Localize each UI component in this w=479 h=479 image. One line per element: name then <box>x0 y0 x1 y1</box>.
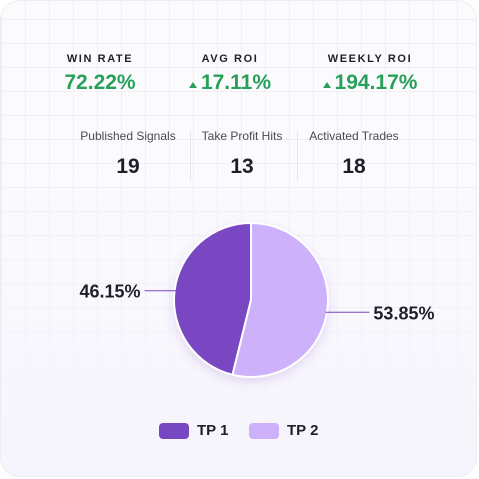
trend-up-icon <box>322 82 331 88</box>
weekly-roi-value: 194.17% <box>334 71 418 94</box>
win-rate-value-row: 72.22% <box>25 71 175 95</box>
win-rate-value: 72.22% <box>64 71 136 94</box>
tp1-legend-label: TP 1 <box>197 422 229 439</box>
slice-label-tp1: 46.15% <box>80 282 141 302</box>
avg-roi-kpi: AVG ROI 17.11% <box>155 53 305 95</box>
take-profit-hits-label: Take Profit Hits <box>201 129 283 143</box>
published-signals-label: Published Signals <box>80 129 176 143</box>
take-profit-hits-stat: Take Profit Hits 13 <box>182 129 302 179</box>
trend-up-icon <box>188 82 197 88</box>
tp2-swatch <box>249 422 279 439</box>
weekly-roi-value-row: 194.17% <box>295 71 445 95</box>
win-rate-kpi: WIN RATE 72.22% <box>25 53 175 95</box>
weekly-roi-kpi: WEEKLY ROI 194.17% <box>295 53 445 95</box>
divider <box>297 131 298 181</box>
published-signals-stat: Published Signals 19 <box>68 129 188 179</box>
activated-trades-stat: Activated Trades 18 <box>294 129 414 179</box>
activated-trades-label: Activated Trades <box>309 129 399 143</box>
legend-item-tp1: TP 1 <box>159 422 228 439</box>
win-rate-label: WIN RATE <box>66 53 134 65</box>
divider <box>190 131 191 181</box>
avg-roi-value: 17.11% <box>200 71 272 94</box>
slice-label-tp2: 53.85% <box>373 303 434 323</box>
take-profit-hits-value: 13 <box>230 155 254 178</box>
legend-item-tp2: TP 2 <box>249 422 318 439</box>
avg-roi-label: AVG ROI <box>201 53 259 65</box>
pie-slice-tp2 <box>231 221 329 378</box>
pie-chart: 46.15% 53.85% <box>80 221 434 378</box>
activated-trades-value: 18 <box>342 155 366 178</box>
tp1-swatch <box>159 422 189 439</box>
published-signals-value: 19 <box>116 155 140 178</box>
weekly-roi-label: WEEKLY ROI <box>327 53 413 65</box>
avg-roi-value-row: 17.11% <box>155 71 305 95</box>
tp2-legend-label: TP 2 <box>287 422 319 439</box>
